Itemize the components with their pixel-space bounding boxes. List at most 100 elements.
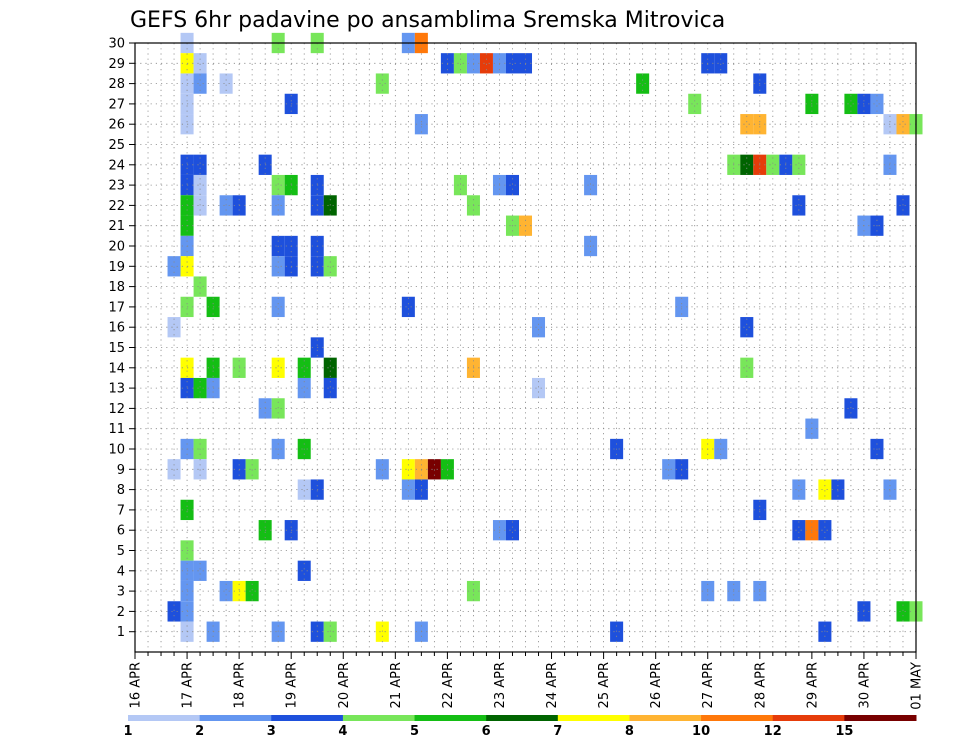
heatmap-cell bbox=[401, 479, 415, 500]
colorbar-swatch bbox=[342, 715, 416, 721]
y-tick-label: 5 bbox=[117, 544, 125, 559]
x-tick-label: 19 APR bbox=[285, 662, 300, 708]
x-tick-label: 01 MAY bbox=[910, 662, 925, 710]
x-tick-label: 26 APR bbox=[649, 662, 664, 708]
y-tick-label: 2 bbox=[117, 605, 125, 620]
y-tick-label: 25 bbox=[108, 138, 125, 153]
heatmap-cell bbox=[219, 580, 233, 602]
y-tick-label: 4 bbox=[117, 564, 125, 579]
colorbar-label: 8 bbox=[625, 724, 634, 739]
heatmap-cell bbox=[193, 377, 207, 399]
y-tick-label: 9 bbox=[117, 463, 125, 478]
heatmap-cell bbox=[896, 114, 910, 135]
y-tick-label: 13 bbox=[108, 382, 125, 397]
heatmap-cell bbox=[505, 520, 519, 541]
heatmap-cell bbox=[844, 93, 858, 115]
heatmap-cell bbox=[427, 459, 441, 480]
heatmap-cell bbox=[792, 154, 806, 175]
colorbar-swatch bbox=[271, 715, 344, 721]
x-tick-label: 16 APR bbox=[129, 662, 144, 708]
colorbar-label: 2 bbox=[195, 724, 204, 739]
heatmap-cell bbox=[740, 357, 754, 378]
heatmap-cell bbox=[740, 317, 754, 338]
colorbar-label: 12 bbox=[764, 724, 782, 739]
y-tick-label: 3 bbox=[117, 585, 125, 600]
heatmap-cell bbox=[271, 357, 285, 378]
colorbar-label: 6 bbox=[482, 724, 491, 739]
heatmap-cell bbox=[271, 398, 285, 419]
heatmap-cell bbox=[505, 174, 519, 196]
colorbar-swatch bbox=[557, 715, 630, 721]
y-tick-label: 17 bbox=[108, 300, 125, 315]
y-tick-label: 7 bbox=[117, 503, 125, 518]
heatmap-cell bbox=[297, 560, 311, 581]
heatmap-cell bbox=[714, 53, 728, 74]
heatmap-cell bbox=[193, 276, 207, 297]
heatmap-cell bbox=[323, 357, 337, 378]
colorbar-label: 4 bbox=[338, 724, 347, 739]
y-tick-label: 10 bbox=[108, 443, 125, 458]
y-tick-label: 29 bbox=[108, 57, 125, 72]
y-tick-label: 26 bbox=[108, 118, 125, 133]
y-tick-label: 18 bbox=[108, 280, 125, 295]
x-tick-label: 27 APR bbox=[701, 662, 716, 708]
heatmap-cell bbox=[193, 154, 207, 175]
chart-title: GEFS 6hr padavine po ansamblima Sremska … bbox=[130, 8, 725, 33]
colorbar-label: 7 bbox=[553, 724, 562, 739]
y-tick-label: 14 bbox=[108, 361, 125, 376]
colorbar-swatch bbox=[199, 715, 272, 721]
y-tick-label: 27 bbox=[108, 97, 125, 112]
heatmap-cell bbox=[688, 93, 702, 115]
heatmap-cell bbox=[245, 580, 259, 602]
x-tick-label: 29 APR bbox=[805, 662, 820, 708]
y-tick-label: 11 bbox=[108, 422, 125, 437]
heatmap-cell bbox=[375, 459, 389, 480]
colorbar-swatch bbox=[486, 715, 559, 721]
y-tick-label: 28 bbox=[108, 77, 125, 92]
heatmap-cells bbox=[167, 32, 923, 642]
x-tick-label: 20 APR bbox=[337, 662, 352, 708]
x-tick-label: 18 APR bbox=[233, 662, 248, 708]
x-tick-label: 24 APR bbox=[545, 662, 560, 708]
heatmap-cell bbox=[245, 459, 259, 480]
colorbar-label: 5 bbox=[410, 724, 419, 739]
x-tick-label: 25 APR bbox=[597, 662, 612, 708]
heatmap-cell bbox=[193, 174, 207, 196]
heatmap-cell bbox=[271, 256, 285, 277]
heatmap-cell bbox=[662, 459, 676, 480]
heatmap-cell bbox=[740, 114, 754, 135]
heatmap-cell bbox=[167, 256, 181, 277]
y-tick-label: 1 bbox=[117, 625, 125, 640]
heatmap-cell bbox=[870, 93, 884, 115]
colorbar-label: 3 bbox=[267, 724, 276, 739]
y-tick-label: 12 bbox=[108, 402, 125, 417]
heatmap-cell bbox=[193, 459, 207, 480]
heatmap-cell bbox=[532, 317, 546, 338]
colorbar-swatch bbox=[128, 715, 201, 721]
x-tick-label: 23 APR bbox=[493, 662, 508, 708]
heatmap-cell bbox=[193, 73, 207, 94]
colorbar-label: 10 bbox=[692, 724, 710, 739]
heatmap-cell bbox=[219, 73, 233, 94]
heatmap-cell bbox=[193, 560, 207, 581]
y-tick-label: 30 bbox=[108, 37, 125, 52]
heatmap-cell bbox=[167, 317, 181, 338]
x-tick-label: 17 APR bbox=[181, 662, 196, 708]
y-axis: 1234567891011121314151617181920212223242… bbox=[108, 37, 135, 640]
heatmap-cell bbox=[844, 398, 858, 419]
heatmap-cell bbox=[505, 53, 519, 74]
heatmap-cell bbox=[792, 520, 806, 541]
colorbar-swatch bbox=[701, 715, 774, 721]
y-tick-label: 23 bbox=[108, 179, 125, 194]
colorbar-swatch bbox=[772, 715, 845, 721]
heatmap-cell bbox=[479, 53, 493, 74]
y-tick-label: 21 bbox=[108, 219, 125, 234]
heatmap-cell bbox=[193, 53, 207, 74]
heatmap-cell bbox=[740, 154, 754, 175]
heatmap-cell bbox=[453, 174, 467, 196]
x-tick-label: 22 APR bbox=[441, 662, 456, 708]
x-tick-label: 21 APR bbox=[389, 662, 404, 708]
colorbar-swatch bbox=[629, 715, 702, 721]
heatmap-cell bbox=[167, 459, 181, 480]
heatmap-cell bbox=[271, 296, 285, 318]
